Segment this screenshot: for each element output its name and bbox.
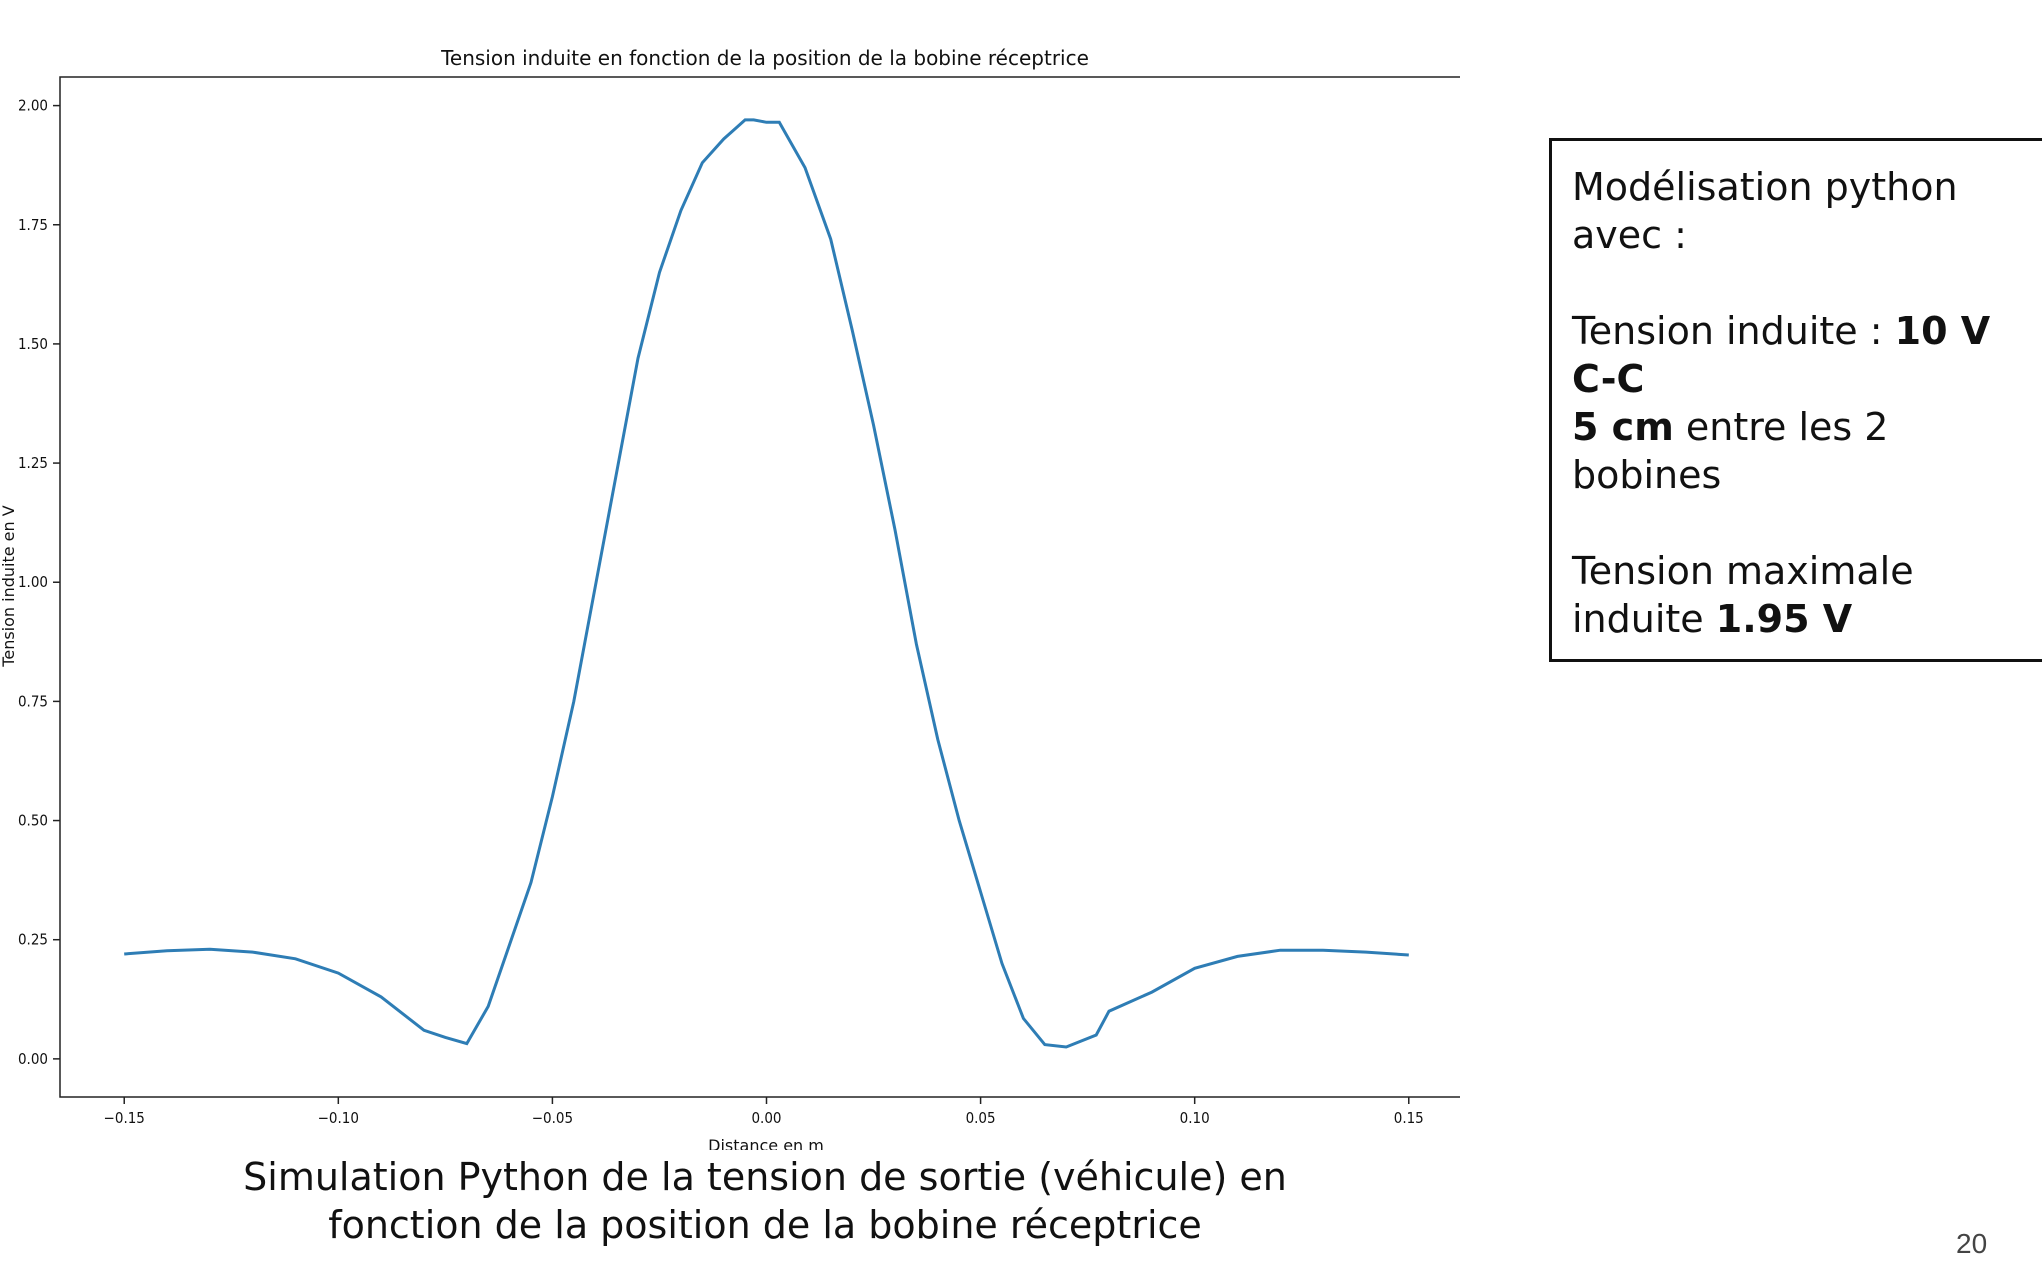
y-tick-label: 1.25: [18, 454, 48, 472]
x-tick-label: −0.05: [532, 1109, 573, 1127]
tension-label: Tension induite :: [1572, 309, 1895, 353]
y-tick-label: 1.50: [18, 335, 48, 353]
x-tick-label: −0.10: [318, 1109, 359, 1127]
y-tick-label: 1.00: [18, 573, 48, 591]
y-tick-label: 0.00: [18, 1050, 48, 1068]
y-tick-label: 0.50: [18, 812, 48, 830]
tension-unit: C-C: [1572, 357, 1645, 401]
distance-value: 5 cm: [1572, 405, 1674, 449]
y-tick-label: 0.25: [18, 931, 48, 949]
plot-frame: [59, 76, 1460, 1098]
y-tick-label: 1.75: [18, 216, 48, 234]
page-number: 20: [1956, 1228, 1988, 1259]
info-line-avec: avec :: [1572, 213, 1687, 257]
chart-title: Tension induite en fonction de la positi…: [440, 46, 1089, 70]
figure-caption: Simulation Python de la tension de sorti…: [120, 1153, 1410, 1249]
y-axis: 0.00 0.25 0.50 0.75 1.00 1.25 1.50 1.75 2.00: [18, 97, 60, 1068]
caption-line-2: fonction de la position de la bobine réc…: [328, 1203, 1202, 1247]
caption-line-1: Simulation Python de la tension de sorti…: [243, 1155, 1287, 1199]
x-tick-label: 0.10: [1180, 1109, 1210, 1127]
tension-value: 10 V: [1894, 309, 1991, 353]
max-value: 1.95 V: [1715, 597, 1853, 641]
info-tension: Tension induite : 10 V: [1572, 307, 2027, 355]
x-axis-label: Distance en m: [708, 1136, 824, 1150]
x-tick-label: 0.05: [966, 1109, 996, 1127]
chart: Tension induite en fonction de la positi…: [0, 46, 1460, 1150]
info-distance-2: bobines: [1572, 453, 1722, 497]
info-max: induite 1.95 V: [1572, 595, 2027, 643]
info-box: Modélisation python avec : Tension indui…: [1549, 138, 2042, 662]
info-distance: 5 cm entre les 2: [1572, 403, 2027, 451]
x-tick-label: 0.15: [1394, 1109, 1424, 1127]
x-axis: −0.15 −0.10 −0.05 0.00 0.05 0.10 0.15: [104, 1097, 1424, 1127]
x-tick-label: 0.00: [751, 1109, 781, 1127]
distance-text: entre les 2: [1673, 405, 1889, 449]
x-tick-label: −0.15: [104, 1109, 145, 1127]
info-line-title: Modélisation python: [1572, 165, 1958, 209]
series-line: [124, 118, 1409, 1049]
y-axis-label: Tension induite en V: [0, 505, 18, 667]
y-tick-label: 0.75: [18, 692, 48, 710]
info-max-label: Tension maximale: [1572, 549, 1914, 593]
y-tick-label: 2.00: [18, 97, 48, 115]
info-tension-unit: C-C: [1572, 355, 2027, 403]
max-label: induite: [1572, 597, 1716, 641]
